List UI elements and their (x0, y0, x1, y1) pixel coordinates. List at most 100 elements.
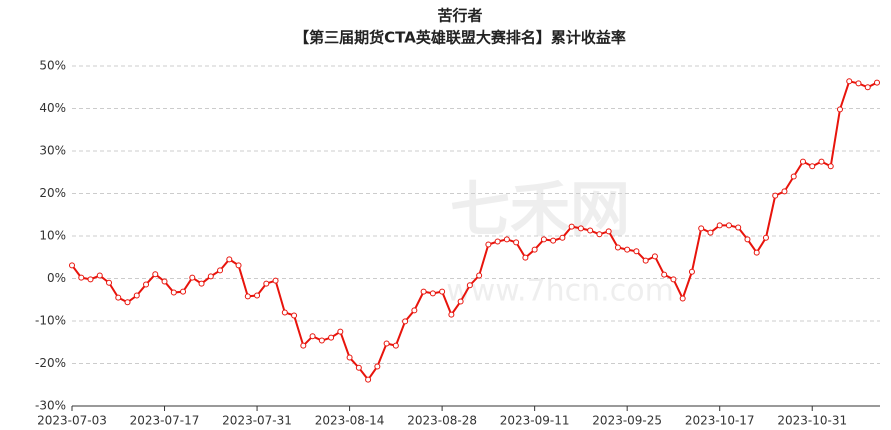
point (688, 268, 695, 275)
point (874, 79, 880, 86)
point (540, 236, 547, 243)
y-tick-label: 30% (39, 144, 66, 158)
point (263, 280, 270, 287)
x-tick-label: 2023-08-28 (407, 414, 477, 428)
point (587, 227, 594, 234)
point (392, 342, 399, 349)
point (383, 340, 390, 347)
point (698, 225, 705, 232)
y-tick-label: 20% (39, 186, 66, 200)
y-tick-label: 0% (47, 271, 66, 285)
point (744, 236, 751, 243)
point (96, 272, 103, 279)
point (568, 223, 575, 230)
point (346, 354, 353, 361)
x-tick-label: 2023-07-03 (37, 414, 107, 428)
point (429, 290, 436, 297)
point (772, 192, 779, 199)
point (762, 234, 769, 241)
point (337, 328, 344, 335)
point (254, 292, 261, 299)
point (402, 318, 409, 325)
point (235, 262, 242, 269)
point (281, 309, 288, 316)
point (513, 239, 520, 246)
point (855, 80, 862, 87)
point (559, 234, 566, 241)
x-tick-label: 2023-07-17 (130, 414, 200, 428)
point (522, 254, 529, 261)
point (272, 277, 279, 284)
point (864, 84, 871, 91)
chart-subtitle: 【第三届期货CTA英雄联盟大赛排名】累计收益率 (294, 29, 626, 47)
point (651, 253, 658, 260)
point (614, 244, 621, 251)
chart-title: 苦行者 (437, 7, 482, 25)
point (503, 236, 510, 243)
point (170, 289, 177, 296)
point (633, 248, 640, 255)
point (365, 376, 372, 383)
x-tick-label: 2023-07-31 (222, 414, 292, 428)
point (439, 288, 446, 295)
point (226, 256, 233, 263)
point (411, 307, 418, 314)
point (244, 293, 251, 300)
point (189, 274, 196, 281)
point (605, 228, 612, 235)
point (846, 78, 853, 85)
point (124, 299, 131, 306)
point (291, 312, 298, 319)
y-tick-label: -30% (35, 399, 66, 413)
point (670, 276, 677, 283)
point (661, 271, 668, 278)
point (827, 163, 834, 170)
watermark-url: www.7hcn.com (446, 274, 674, 309)
point (355, 364, 362, 371)
y-tick-label: 40% (39, 101, 66, 115)
point (78, 274, 85, 281)
point (300, 342, 307, 349)
x-tick-label: 2023-10-17 (685, 414, 755, 428)
point (577, 225, 584, 232)
point (494, 238, 501, 245)
point (716, 222, 723, 229)
point (328, 334, 335, 341)
point (318, 337, 325, 344)
point (725, 222, 732, 229)
y-tick-label: 50% (39, 59, 66, 73)
watermark-logo: 七禾网 (450, 176, 630, 246)
point (531, 246, 538, 253)
point (180, 288, 187, 295)
x-tick-label: 2023-09-11 (500, 414, 570, 428)
point (735, 224, 742, 231)
point (448, 311, 455, 318)
point (781, 188, 788, 195)
x-tick-label: 2023-10-31 (777, 414, 847, 428)
point (679, 295, 686, 302)
point (596, 231, 603, 238)
point (457, 298, 464, 305)
point (207, 273, 214, 280)
point (143, 281, 150, 288)
point (69, 262, 75, 269)
point (485, 241, 492, 248)
point (106, 279, 113, 286)
point (115, 294, 122, 301)
point (198, 280, 205, 287)
point (799, 158, 806, 165)
point (420, 288, 427, 295)
point (707, 229, 714, 236)
point (217, 267, 224, 274)
point (161, 278, 168, 285)
point (624, 246, 631, 253)
point (550, 237, 557, 244)
point (152, 271, 159, 278)
line (71, 80, 878, 382)
y-tick-label: 10% (39, 229, 66, 243)
point (309, 333, 316, 340)
point (466, 282, 473, 289)
y-tick-label: -10% (35, 314, 66, 328)
x-tick-label: 2023-09-25 (592, 414, 662, 428)
